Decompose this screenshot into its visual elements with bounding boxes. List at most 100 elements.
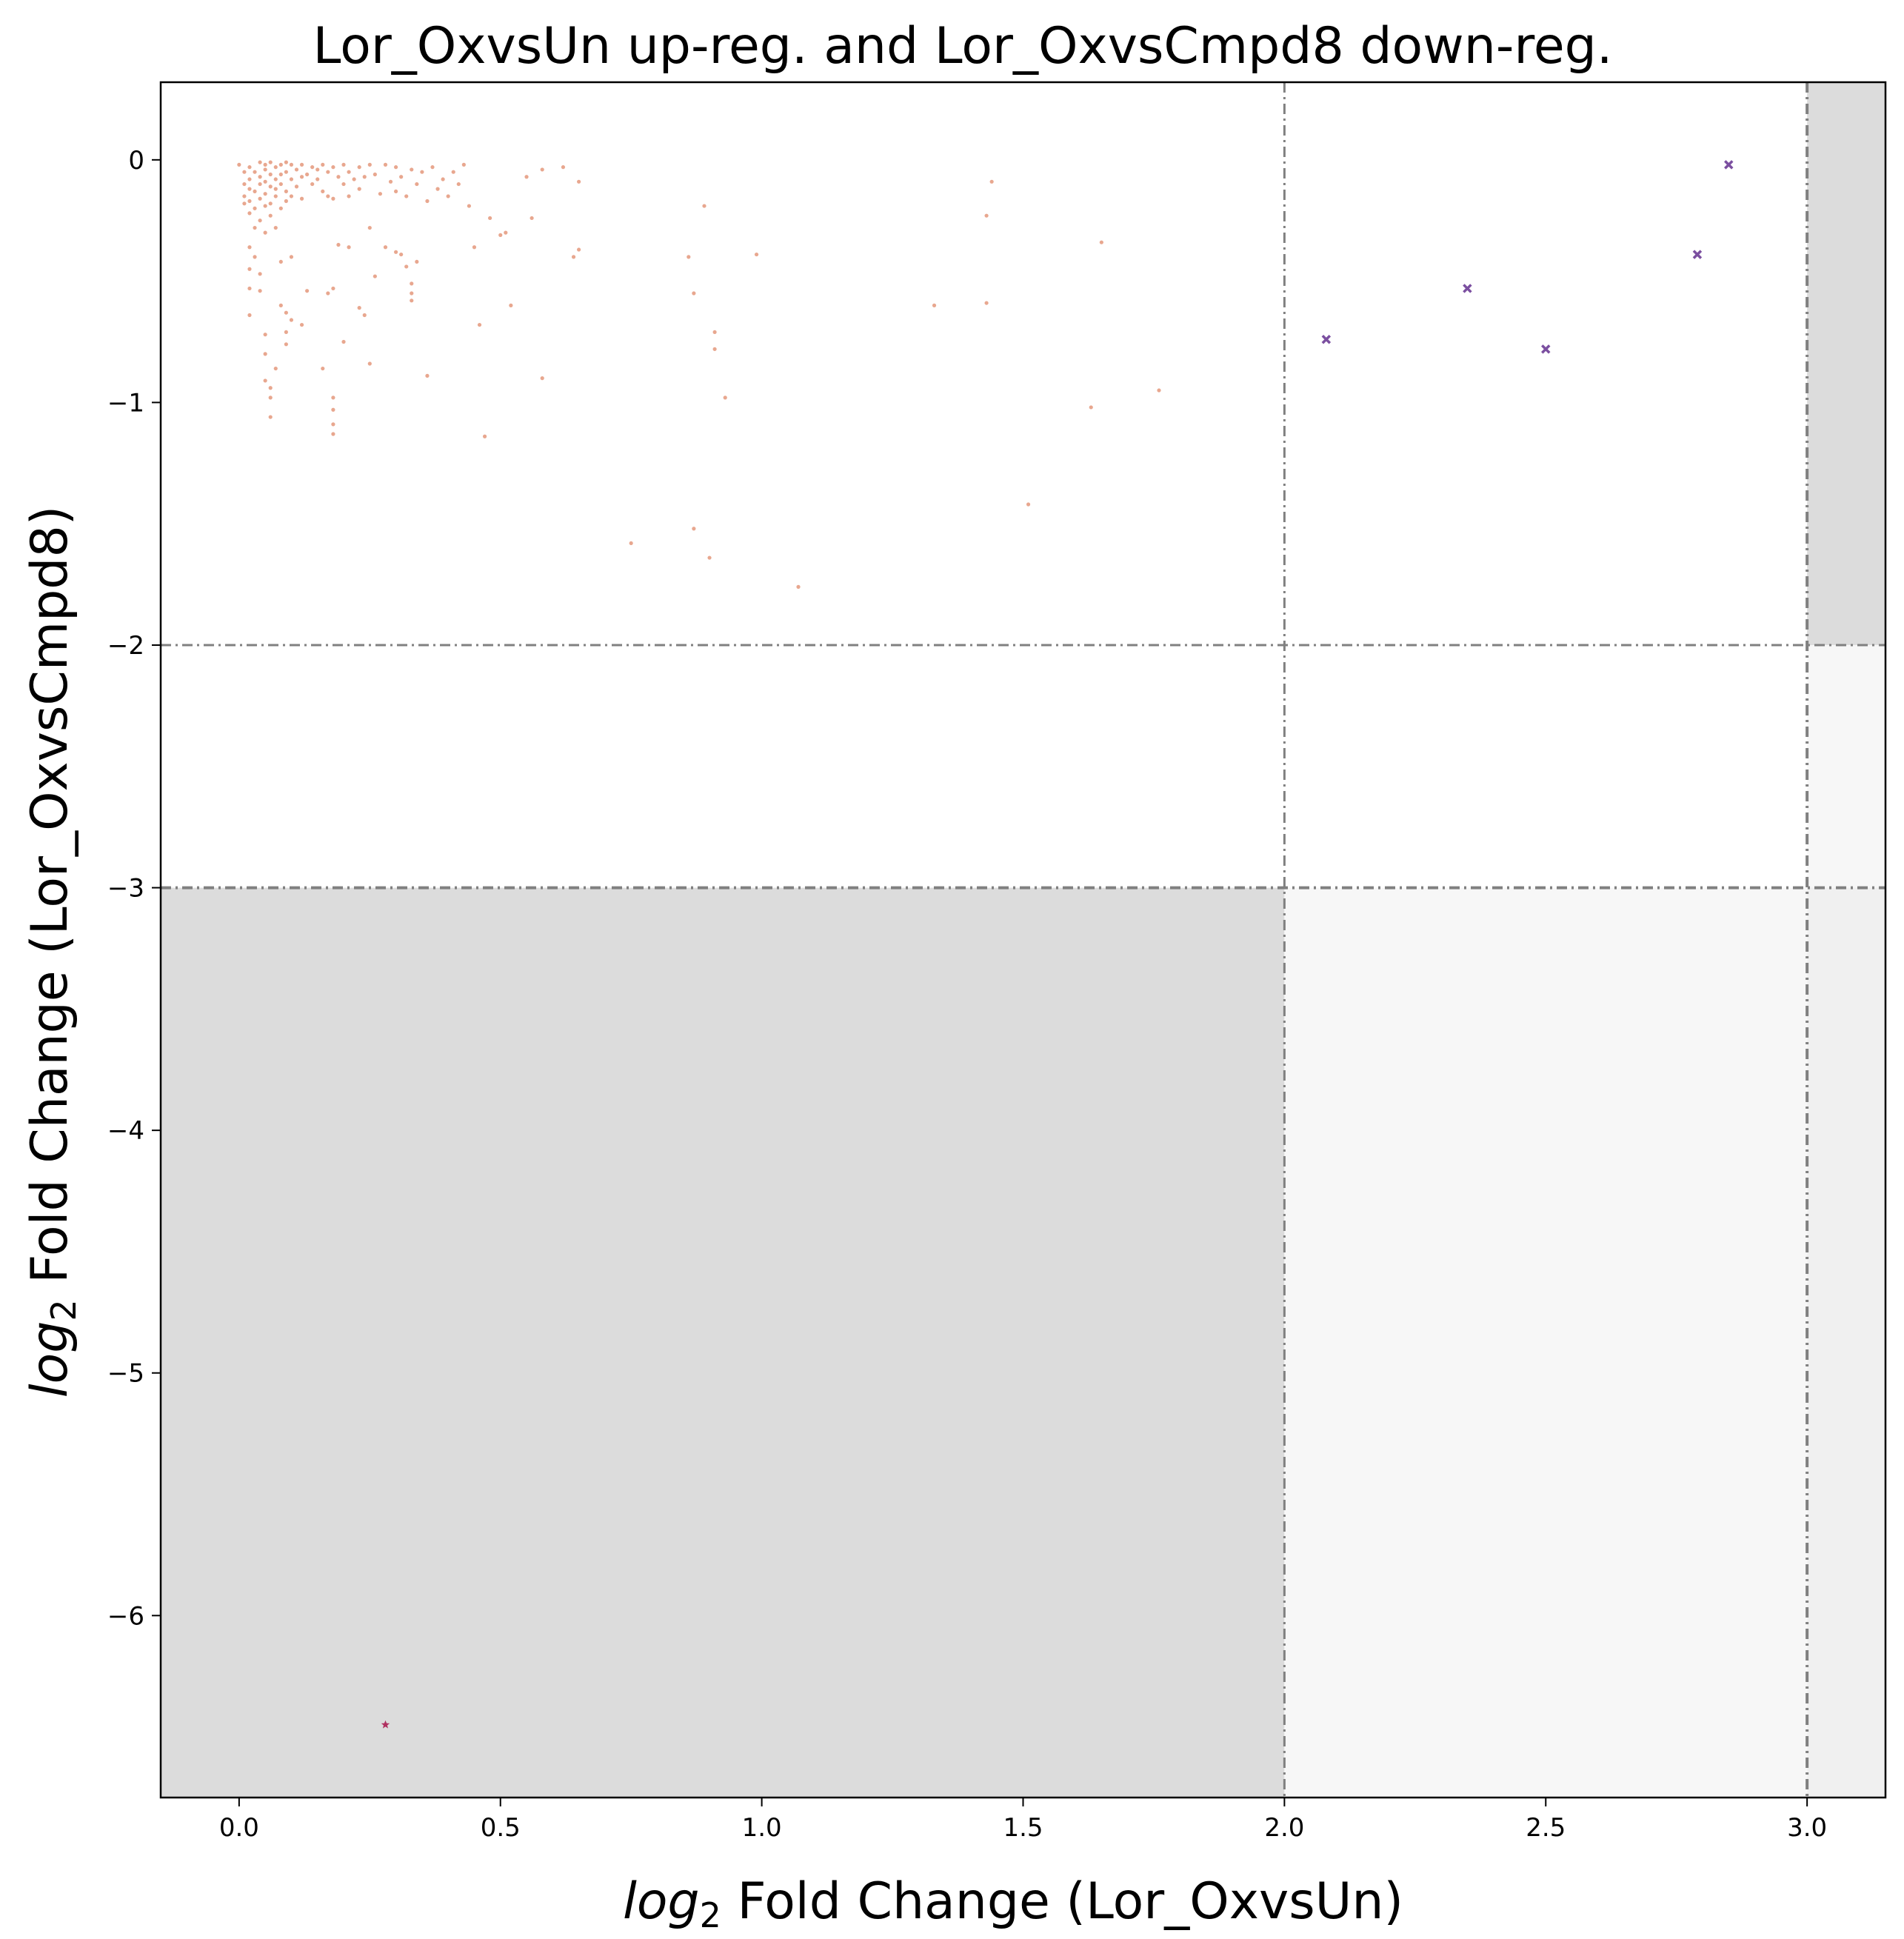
data-point	[702, 204, 707, 208]
data-point	[263, 192, 267, 196]
data-point	[446, 194, 450, 198]
data-point	[577, 179, 581, 184]
data-point	[410, 298, 414, 303]
data-point	[441, 177, 445, 181]
x-axis-ticks: 0.0 0.5 1.0 1.5 2.0 2.5 3.0	[219, 1798, 1827, 1843]
data-point	[1157, 388, 1161, 393]
data-point	[367, 162, 372, 167]
data-points	[237, 160, 1734, 1729]
data-point	[357, 187, 361, 191]
shaded-region	[1284, 887, 1808, 1798]
x-tick-label: 0.5	[481, 1813, 521, 1843]
data-point	[932, 303, 937, 307]
data-point	[331, 407, 335, 412]
data-point	[289, 194, 294, 198]
data-point	[362, 313, 367, 318]
data-point	[273, 194, 278, 198]
data-point	[347, 170, 351, 174]
x-axis-label-log: log	[623, 1872, 700, 1931]
shaded-region	[161, 887, 1285, 1798]
data-point	[321, 366, 325, 371]
data-point	[263, 204, 267, 208]
data-point	[404, 264, 409, 269]
data-point	[284, 330, 288, 335]
data-point	[253, 255, 257, 259]
data-point	[242, 194, 247, 198]
data-point	[278, 206, 283, 210]
shaded-region	[1807, 887, 1885, 1798]
x-tick-label: 2.0	[1264, 1813, 1304, 1843]
data-point	[247, 286, 252, 291]
data-point	[456, 181, 461, 187]
data-point	[404, 194, 409, 198]
y-tick-label: −5	[107, 1359, 144, 1389]
data-point	[425, 198, 430, 204]
data-point	[268, 160, 273, 164]
data-point	[341, 339, 346, 344]
data-point	[305, 172, 310, 177]
data-point	[1099, 240, 1103, 244]
data-point	[258, 175, 262, 179]
data-point	[530, 216, 534, 221]
data-point	[268, 184, 273, 189]
highlighted-point	[1724, 160, 1734, 170]
data-point	[247, 245, 252, 250]
data-point	[247, 165, 252, 170]
data-point	[692, 291, 696, 296]
data-point	[310, 165, 315, 170]
data-point	[561, 165, 566, 170]
data-point	[571, 255, 576, 259]
data-point	[299, 175, 304, 179]
data-point	[253, 189, 257, 194]
data-point	[341, 162, 346, 167]
data-point	[263, 167, 267, 172]
data-point	[289, 177, 294, 181]
data-point	[524, 175, 529, 179]
data-point	[415, 181, 419, 187]
data-point	[723, 396, 727, 400]
data-point	[326, 291, 330, 296]
data-point	[410, 167, 414, 172]
data-point	[331, 196, 335, 201]
data-point	[425, 373, 430, 378]
data-point	[393, 165, 398, 170]
data-point	[347, 245, 351, 250]
data-point	[331, 396, 335, 400]
star-point	[381, 1720, 390, 1729]
data-point	[315, 167, 320, 172]
x-tick-label: 3.0	[1787, 1813, 1827, 1843]
highlighted-point	[1692, 250, 1703, 259]
data-point	[278, 259, 283, 264]
data-point	[373, 172, 377, 177]
highlighted-point	[1541, 344, 1551, 354]
data-point	[253, 225, 257, 230]
data-point	[268, 386, 273, 390]
data-point	[373, 274, 377, 278]
data-point	[577, 247, 581, 252]
data-point	[461, 162, 466, 167]
chart-title: Lor_OxvsUn up-reg. and Lor_OxvsCmpd8 dow…	[313, 17, 1613, 76]
data-point	[284, 160, 288, 164]
data-point	[273, 165, 278, 170]
data-point	[331, 422, 335, 427]
data-point	[435, 187, 440, 191]
data-point	[451, 170, 455, 174]
data-point	[284, 342, 288, 347]
data-point	[357, 165, 361, 170]
data-point	[420, 170, 424, 174]
data-point	[467, 204, 471, 208]
x-tick-label: 1.0	[742, 1813, 782, 1843]
y-axis-label-sub: 2	[44, 1299, 84, 1321]
data-point	[315, 177, 320, 181]
data-point	[258, 272, 262, 276]
data-point	[263, 352, 267, 356]
data-point	[242, 201, 247, 206]
data-point	[367, 225, 372, 230]
data-point	[331, 286, 335, 291]
y-tick-label: −3	[107, 874, 144, 904]
data-point	[331, 165, 335, 170]
shaded-region	[1807, 644, 1885, 888]
data-point	[383, 245, 388, 250]
x-tick-label: 2.5	[1526, 1813, 1566, 1843]
